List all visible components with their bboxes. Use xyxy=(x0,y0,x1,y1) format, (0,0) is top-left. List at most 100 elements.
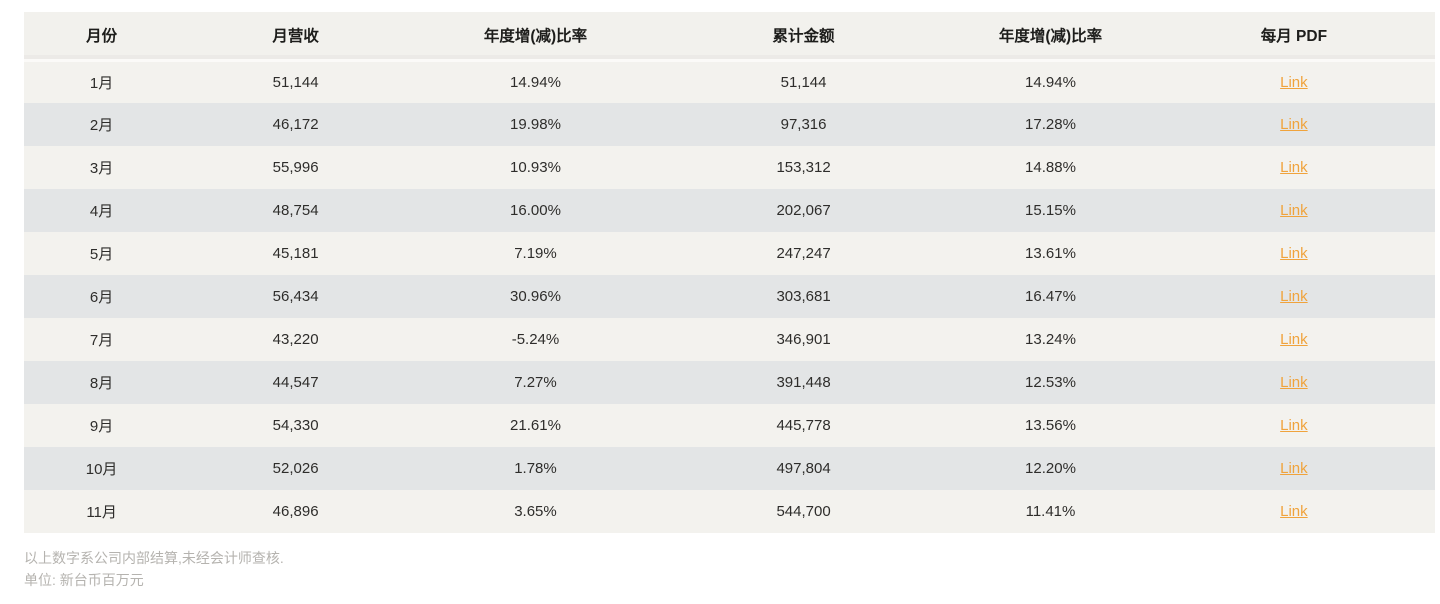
cell-revenue: 56,434 xyxy=(179,275,413,318)
cell-cumulative: 303,681 xyxy=(658,275,949,318)
cell-pdf: Link xyxy=(1152,361,1435,404)
cell-cumulative-yoy-rate: 14.88% xyxy=(948,146,1153,189)
cell-revenue: 55,996 xyxy=(179,146,413,189)
cell-yoy-rate: 19.98% xyxy=(412,103,659,146)
cell-pdf: Link xyxy=(1152,275,1435,318)
cell-yoy-rate: 30.96% xyxy=(412,275,659,318)
cell-cumulative: 445,778 xyxy=(658,404,949,447)
table-row: 5月 45,181 7.19% 247,247 13.61% Link xyxy=(24,232,1435,275)
header-monthly-revenue: 月营收 xyxy=(179,12,413,62)
cell-yoy-rate: -5.24% xyxy=(412,318,659,361)
pdf-link[interactable]: Link xyxy=(1280,288,1308,305)
cell-cumulative-yoy-rate: 16.47% xyxy=(948,275,1153,318)
cell-cumulative: 497,804 xyxy=(658,447,949,490)
footer-note-unit: 单位: 新台币百万元 xyxy=(24,572,144,589)
cell-month: 4月 xyxy=(24,189,180,232)
cell-pdf: Link xyxy=(1152,189,1435,232)
cell-month: 5月 xyxy=(24,232,180,275)
table-row: 9月 54,330 21.61% 445,778 13.56% Link xyxy=(24,404,1435,447)
table-header-row: 月份 月营收 年度增(减)比率 累计金额 年度增(减)比率 每月 PDF xyxy=(24,12,1435,62)
cell-cumulative: 346,901 xyxy=(658,318,949,361)
cell-revenue: 51,144 xyxy=(179,60,413,103)
cell-month: 8月 xyxy=(24,361,180,404)
table-row: 4月 48,754 16.00% 202,067 15.15% Link xyxy=(24,189,1435,232)
table-row: 10月 52,026 1.78% 497,804 12.20% Link xyxy=(24,447,1435,490)
cell-yoy-rate: 3.65% xyxy=(412,490,659,533)
cell-revenue: 52,026 xyxy=(179,447,413,490)
cell-cumulative-yoy-rate: 12.20% xyxy=(948,447,1153,490)
cell-pdf: Link xyxy=(1152,318,1435,361)
pdf-link[interactable]: Link xyxy=(1280,159,1308,176)
cell-cumulative-yoy-rate: 13.56% xyxy=(948,404,1153,447)
cell-yoy-rate: 14.94% xyxy=(412,60,659,103)
pdf-link[interactable]: Link xyxy=(1280,503,1308,520)
cell-cumulative: 391,448 xyxy=(658,361,949,404)
cell-cumulative-yoy-rate: 13.61% xyxy=(948,232,1153,275)
cell-cumulative: 247,247 xyxy=(658,232,949,275)
table-row: 2月 46,172 19.98% 97,316 17.28% Link xyxy=(24,103,1435,146)
table-row: 11月 46,896 3.65% 544,700 11.41% Link xyxy=(24,490,1435,533)
cell-revenue: 46,172 xyxy=(179,103,413,146)
pdf-link[interactable]: Link xyxy=(1280,202,1308,219)
header-monthly-pdf: 每月 PDF xyxy=(1152,12,1435,62)
cell-cumulative: 202,067 xyxy=(658,189,949,232)
cell-yoy-rate: 1.78% xyxy=(412,447,659,490)
cell-month: 1月 xyxy=(24,60,180,103)
cell-cumulative: 51,144 xyxy=(658,60,949,103)
cell-cumulative-yoy-rate: 15.15% xyxy=(948,189,1153,232)
cell-pdf: Link xyxy=(1152,60,1435,103)
table-row: 3月 55,996 10.93% 153,312 14.88% Link xyxy=(24,146,1435,189)
cell-revenue: 46,896 xyxy=(179,490,413,533)
table-row: 6月 56,434 30.96% 303,681 16.47% Link xyxy=(24,275,1435,318)
header-yoy-rate: 年度增(减)比率 xyxy=(412,12,659,62)
header-cumulative-yoy-rate: 年度增(减)比率 xyxy=(948,12,1153,62)
header-cumulative-amount: 累计金额 xyxy=(658,12,949,62)
cell-yoy-rate: 7.19% xyxy=(412,232,659,275)
cell-pdf: Link xyxy=(1152,103,1435,146)
cell-cumulative-yoy-rate: 14.94% xyxy=(948,60,1153,103)
table-row: 7月 43,220 -5.24% 346,901 13.24% Link xyxy=(24,318,1435,361)
cell-pdf: Link xyxy=(1152,490,1435,533)
cell-cumulative-yoy-rate: 17.28% xyxy=(948,103,1153,146)
cell-revenue: 43,220 xyxy=(179,318,413,361)
cell-pdf: Link xyxy=(1152,404,1435,447)
cell-yoy-rate: 16.00% xyxy=(412,189,659,232)
cell-pdf: Link xyxy=(1152,447,1435,490)
cell-revenue: 48,754 xyxy=(179,189,413,232)
header-month: 月份 xyxy=(24,12,180,62)
cell-month: 11月 xyxy=(24,490,180,533)
cell-month: 7月 xyxy=(24,318,180,361)
monthly-revenue-table: 月份 月营收 年度增(减)比率 累计金额 年度增(减)比率 每月 PDF 1月 … xyxy=(24,12,1435,533)
pdf-link[interactable]: Link xyxy=(1280,460,1308,477)
pdf-link[interactable]: Link xyxy=(1280,331,1308,348)
cell-pdf: Link xyxy=(1152,146,1435,189)
cell-month: 9月 xyxy=(24,404,180,447)
cell-cumulative-yoy-rate: 13.24% xyxy=(948,318,1153,361)
cell-cumulative: 97,316 xyxy=(658,103,949,146)
cell-cumulative: 544,700 xyxy=(658,490,949,533)
cell-revenue: 44,547 xyxy=(179,361,413,404)
footer-notes: 以上数字系公司内部结算,未经会计师查核. 单位: 新台币百万元 xyxy=(24,547,1435,592)
cell-month: 6月 xyxy=(24,275,180,318)
cell-yoy-rate: 10.93% xyxy=(412,146,659,189)
footer-note-audit: 以上数字系公司内部结算,未经会计师查核. xyxy=(24,550,284,566)
cell-month: 3月 xyxy=(24,146,180,189)
table-row: 8月 44,547 7.27% 391,448 12.53% Link xyxy=(24,361,1435,404)
pdf-link[interactable]: Link xyxy=(1280,73,1308,91)
cell-yoy-rate: 21.61% xyxy=(412,404,659,447)
cell-revenue: 54,330 xyxy=(179,404,413,447)
pdf-link[interactable]: Link xyxy=(1280,374,1308,391)
cell-pdf: Link xyxy=(1152,232,1435,275)
cell-cumulative: 153,312 xyxy=(658,146,949,189)
cell-cumulative-yoy-rate: 11.41% xyxy=(948,490,1153,533)
cell-revenue: 45,181 xyxy=(179,232,413,275)
cell-yoy-rate: 7.27% xyxy=(412,361,659,404)
cell-month: 2月 xyxy=(24,103,180,146)
cell-month: 10月 xyxy=(24,447,180,490)
pdf-link[interactable]: Link xyxy=(1280,245,1308,262)
table-row: 1月 51,144 14.94% 51,144 14.94% Link xyxy=(24,60,1435,103)
cell-cumulative-yoy-rate: 12.53% xyxy=(948,361,1153,404)
pdf-link[interactable]: Link xyxy=(1280,116,1308,133)
pdf-link[interactable]: Link xyxy=(1280,417,1308,434)
